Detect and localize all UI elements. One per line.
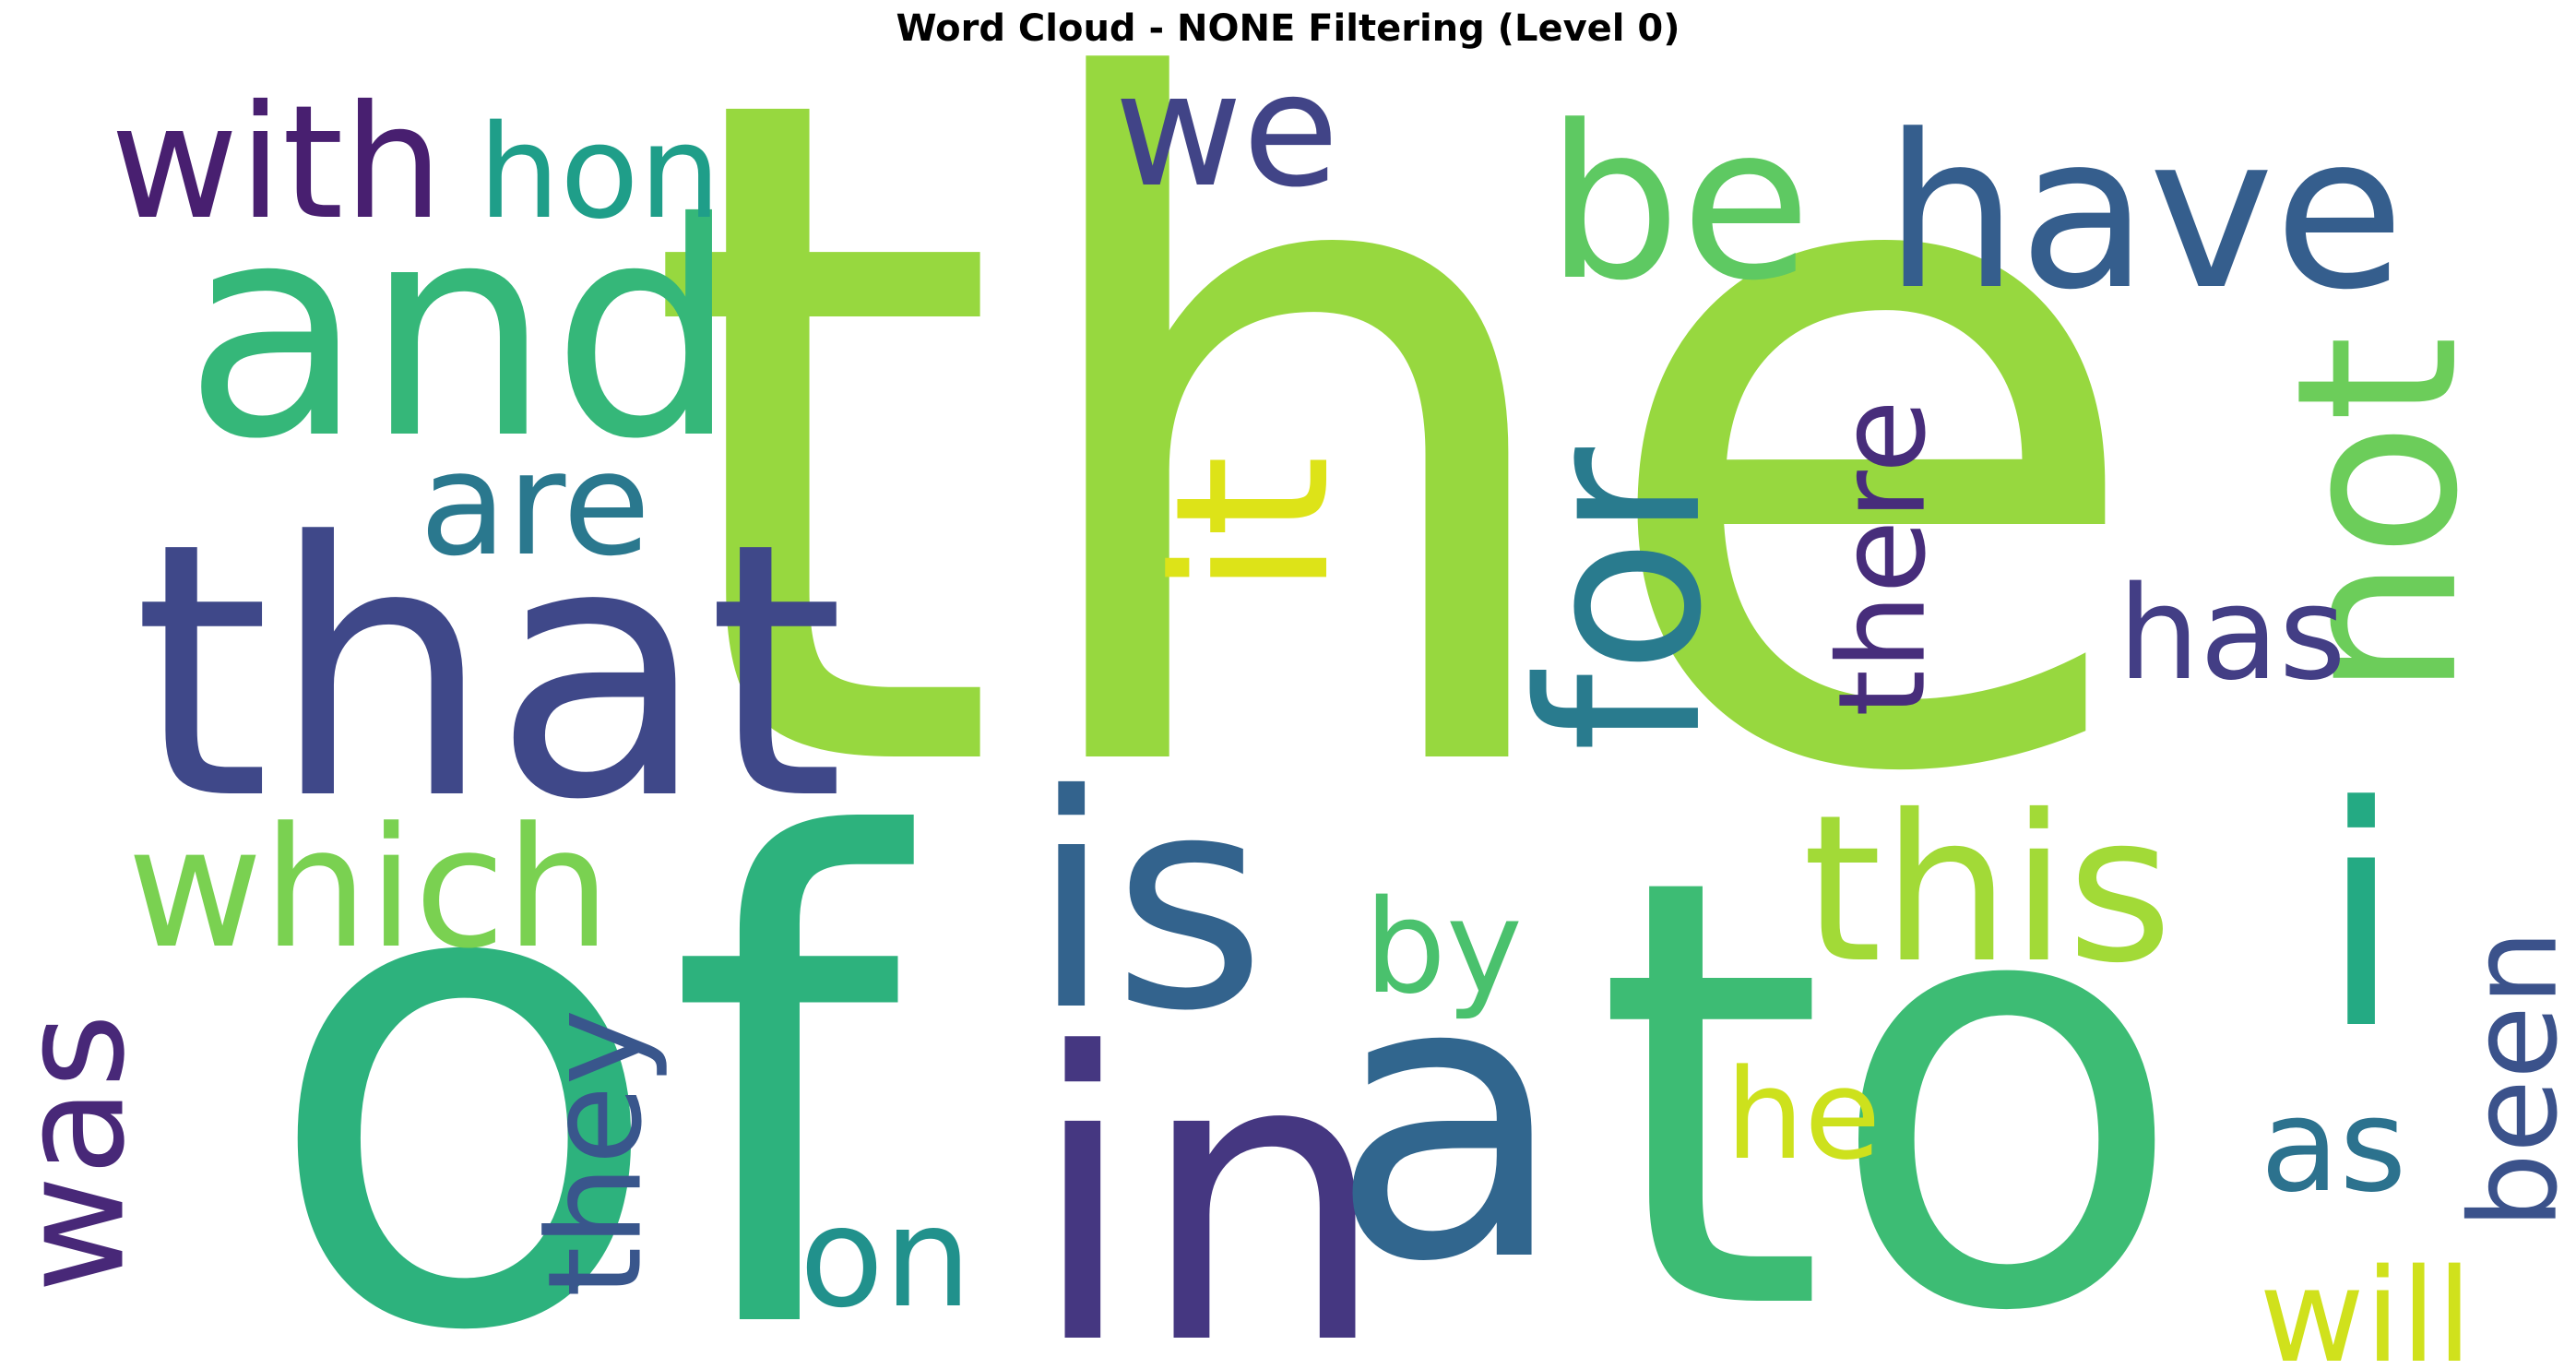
- word-have: have: [1884, 90, 2404, 337]
- word-been: been: [2444, 930, 2576, 1230]
- word-and: and: [184, 161, 739, 504]
- word-it: it: [1131, 455, 1377, 597]
- word-the: the: [640, 0, 2154, 974]
- word-be: be: [1546, 81, 1811, 327]
- word-which: which: [127, 792, 611, 985]
- word-we: we: [1114, 40, 1339, 222]
- word-are: are: [420, 421, 651, 588]
- word-to: to: [1595, 753, 2188, 1369]
- word-i: i: [2319, 742, 2404, 1096]
- word-will: will: [2259, 1242, 2472, 1369]
- word-not: not: [2249, 335, 2507, 697]
- word-as: as: [2261, 1071, 2407, 1221]
- word-this: this: [1802, 771, 2172, 1007]
- word-there: there: [1812, 399, 1953, 717]
- word-they: they: [521, 1009, 671, 1298]
- word-with: with: [111, 72, 444, 255]
- word-a: a: [1329, 896, 1566, 1347]
- word-hon: hon: [478, 98, 720, 248]
- word-by: by: [1364, 873, 1523, 1023]
- word-that: that: [133, 468, 845, 876]
- word-of: of: [261, 703, 917, 1369]
- word-has: has: [2118, 559, 2345, 709]
- word-on: on: [800, 1178, 972, 1339]
- word-in: in: [1027, 970, 1389, 1369]
- word-he: he: [1726, 1042, 1882, 1187]
- word-was: was: [0, 1014, 156, 1293]
- word-is: is: [1030, 732, 1266, 1076]
- word-for: for: [1492, 447, 1751, 752]
- chart-title: Word Cloud - NONE Filtering (Level 0): [896, 7, 1680, 50]
